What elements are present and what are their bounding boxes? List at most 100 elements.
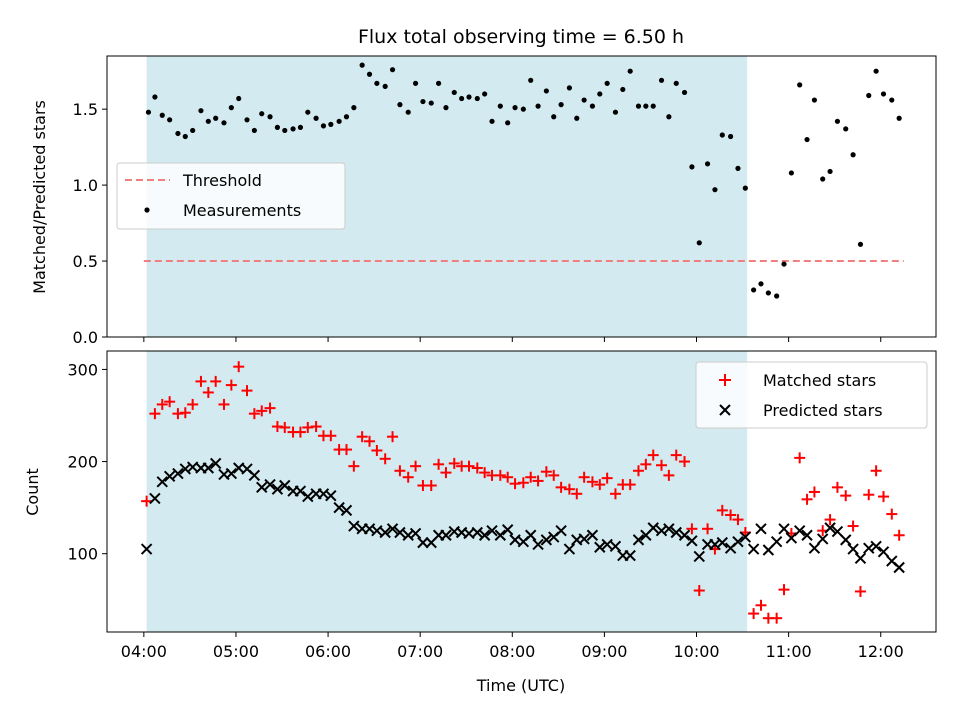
measurement-point bbox=[236, 95, 242, 102]
matched-star-point bbox=[794, 452, 806, 464]
legend-predicted-label: Predicted stars bbox=[763, 401, 883, 420]
predicted-star-point bbox=[225, 467, 238, 480]
predicted-star-point bbox=[202, 462, 215, 474]
predicted-star-point bbox=[302, 490, 314, 503]
matched-star-point bbox=[179, 407, 191, 419]
predicted-star-point bbox=[824, 522, 836, 534]
matched-star-point bbox=[356, 431, 368, 443]
measurement-point bbox=[543, 88, 549, 94]
bottom-ytick-label: 200 bbox=[67, 453, 98, 472]
matched-star-point bbox=[294, 426, 306, 438]
matched-star-point bbox=[218, 398, 230, 410]
measurement-point bbox=[673, 80, 679, 86]
top-y-axis-label: Matched/Predicted stars bbox=[30, 100, 49, 294]
matched-star-point bbox=[624, 479, 636, 491]
matched-star-point bbox=[394, 465, 406, 477]
top-y-ticks: 0.0 0.5 1.0 1.5 bbox=[73, 100, 107, 347]
measurement-point bbox=[466, 94, 472, 100]
measurement-point bbox=[696, 240, 702, 246]
measurement-point bbox=[313, 115, 319, 121]
predicted-star-point bbox=[854, 552, 867, 565]
measurement-point bbox=[405, 109, 411, 115]
matched-star-point bbox=[532, 475, 544, 487]
measurement-point bbox=[551, 114, 557, 120]
top-ytick-label: 1.0 bbox=[73, 176, 98, 195]
top-legend-box bbox=[116, 162, 346, 230]
matched-star-point bbox=[364, 435, 376, 447]
predicted-star-point bbox=[386, 523, 399, 535]
measurement-point bbox=[336, 118, 342, 124]
matched-star-point bbox=[571, 488, 583, 500]
measurement-point bbox=[820, 176, 826, 182]
predicted-stars-points bbox=[140, 457, 905, 574]
measurement-point bbox=[251, 127, 257, 134]
predicted-star-point bbox=[716, 536, 729, 549]
bottom-ytick-label: 300 bbox=[67, 360, 98, 379]
measurement-point bbox=[857, 241, 864, 247]
predicted-star-point bbox=[471, 526, 483, 539]
matched-star-point bbox=[440, 467, 452, 479]
predicted-star-point bbox=[379, 526, 391, 539]
measurement-point bbox=[505, 120, 511, 126]
predicted-star-point bbox=[739, 531, 752, 543]
matched-star-point bbox=[264, 402, 276, 414]
measurement-point bbox=[781, 261, 787, 267]
measurement-point bbox=[620, 86, 626, 93]
matched-star-point bbox=[702, 523, 714, 535]
matched-star-point bbox=[808, 486, 820, 498]
measurement-point bbox=[482, 91, 488, 97]
measurement-point bbox=[451, 89, 457, 96]
measurement-point bbox=[221, 120, 227, 126]
measurement-point bbox=[719, 132, 725, 138]
measurement-point bbox=[850, 152, 856, 158]
top-ytick-label: 0.5 bbox=[73, 252, 98, 271]
predicted-star-point bbox=[163, 470, 176, 483]
matched-star-point bbox=[555, 481, 567, 493]
measurement-point bbox=[328, 121, 334, 127]
predicted-star-point bbox=[149, 492, 161, 505]
matched-star-point bbox=[348, 460, 360, 472]
measurement-point bbox=[343, 114, 350, 120]
measurement-point bbox=[167, 117, 173, 123]
top-ytick-label: 1.5 bbox=[73, 100, 98, 119]
matched-star-point bbox=[679, 456, 691, 468]
matched-star-point bbox=[716, 504, 728, 516]
bottom-xtick-label: 07:00 bbox=[397, 642, 443, 661]
bottom-shaded-region bbox=[146, 351, 748, 632]
bottom-xtick-label: 08:00 bbox=[489, 642, 535, 661]
measurement-point bbox=[735, 165, 741, 171]
matched-star-point bbox=[755, 599, 767, 611]
predicted-star-point bbox=[594, 541, 606, 553]
bottom-ytick-label: 100 bbox=[67, 545, 98, 564]
measurement-point bbox=[159, 112, 165, 118]
measurement-point bbox=[566, 85, 572, 91]
matched-star-point bbox=[310, 421, 322, 433]
measurement-point bbox=[650, 103, 656, 109]
measurement-point bbox=[597, 91, 603, 97]
matched-star-point bbox=[202, 386, 214, 398]
measurement-point bbox=[228, 105, 234, 111]
predicted-star-point bbox=[333, 501, 345, 514]
measurement-point bbox=[374, 80, 380, 86]
measurement-point bbox=[274, 124, 281, 130]
predicted-star-point bbox=[632, 534, 645, 546]
measurement-point bbox=[320, 123, 327, 129]
measurement-point bbox=[520, 106, 526, 112]
matched-star-point bbox=[801, 493, 813, 505]
matched-star-point bbox=[840, 490, 852, 502]
matched-star-point bbox=[325, 430, 337, 442]
matched-star-point bbox=[425, 480, 437, 492]
predicted-star-point bbox=[747, 543, 760, 555]
predicted-star-point bbox=[440, 529, 452, 541]
top-x-ticks bbox=[143, 337, 882, 342]
measurement-point bbox=[259, 111, 265, 117]
measurement-point bbox=[190, 127, 196, 134]
measurement-point bbox=[797, 82, 803, 88]
measurement-point bbox=[681, 89, 688, 96]
matched-star-point bbox=[187, 398, 199, 410]
matched-star-point bbox=[854, 585, 866, 597]
predicted-star-point bbox=[808, 542, 821, 554]
matched-star-point bbox=[725, 509, 737, 521]
measurement-point bbox=[175, 130, 181, 137]
measurement-point bbox=[145, 109, 152, 115]
